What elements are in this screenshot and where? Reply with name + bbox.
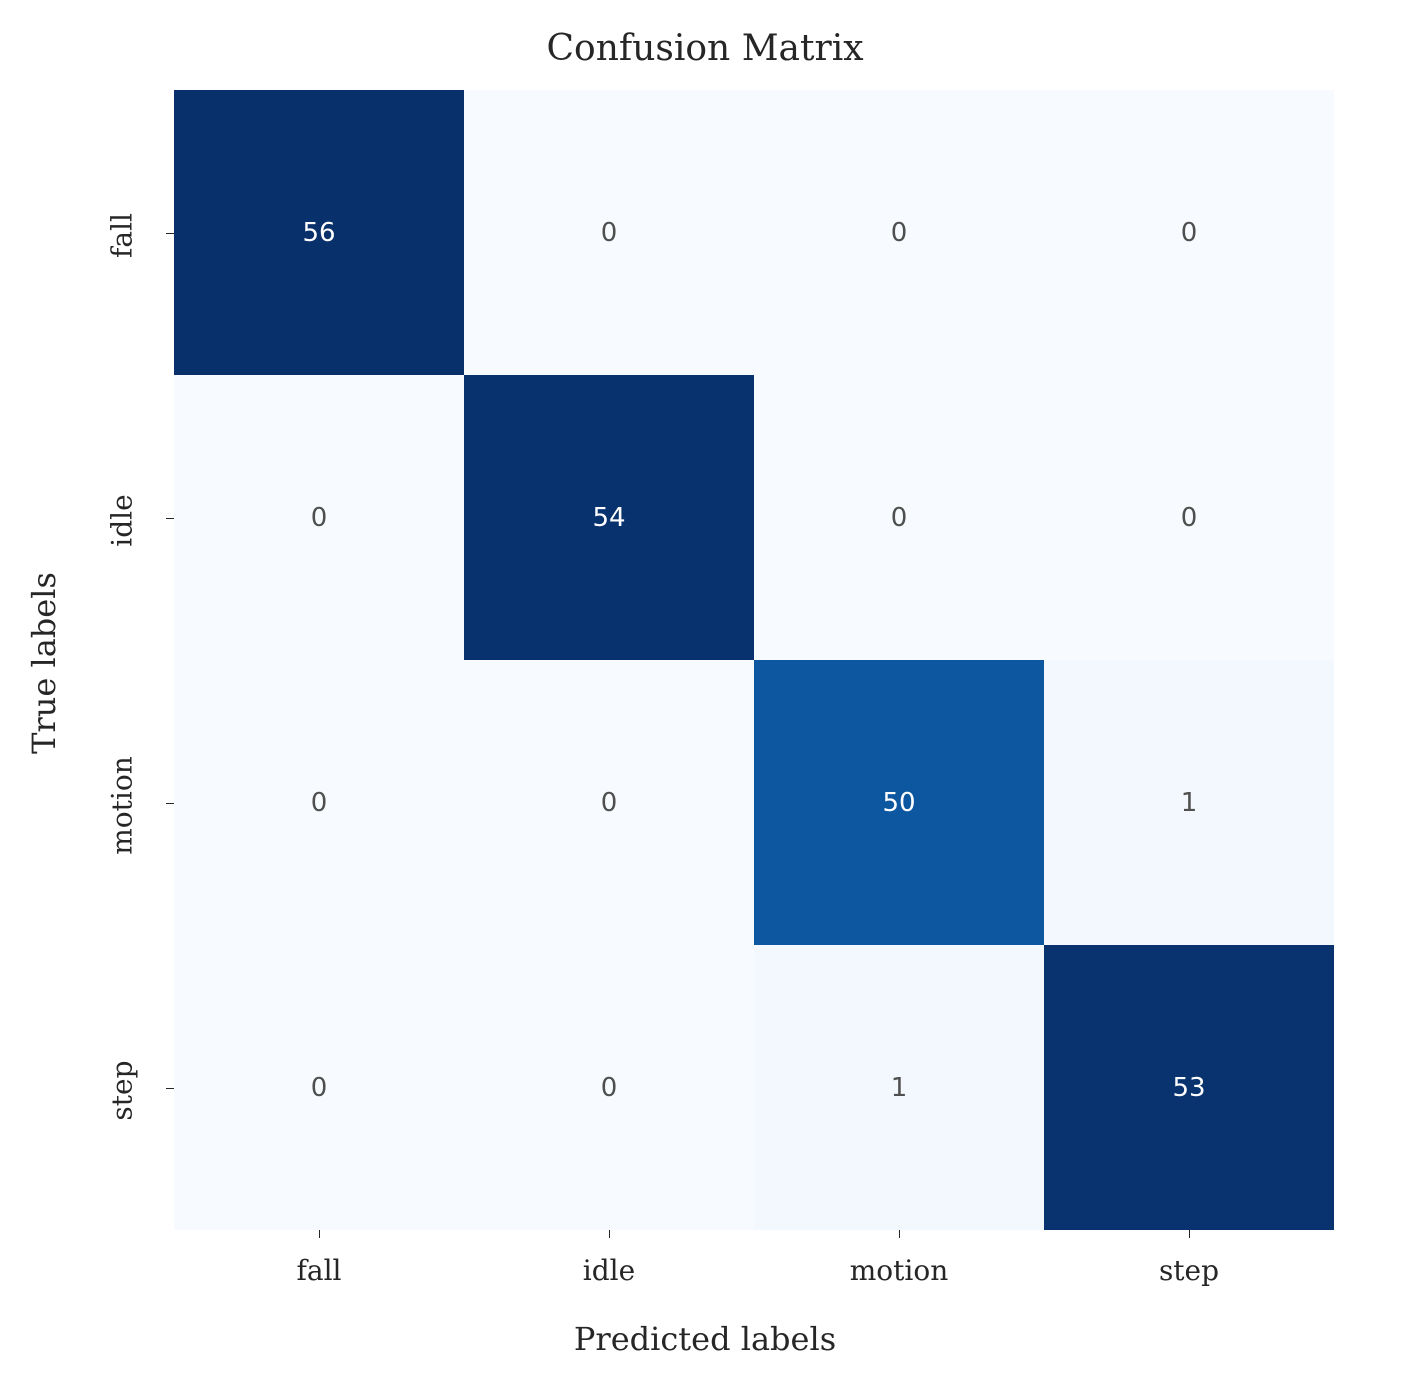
heatmap-cell: 0 bbox=[1044, 90, 1334, 375]
heatmap-cell: 0 bbox=[174, 375, 464, 660]
heatmap-cell: 0 bbox=[464, 660, 754, 945]
x-tick-mark bbox=[609, 1230, 610, 1238]
y-tick-mark bbox=[166, 803, 174, 804]
x-tick-label: idle bbox=[509, 1254, 709, 1287]
y-tick-mark bbox=[166, 518, 174, 519]
heatmap-cell: 0 bbox=[174, 660, 464, 945]
y-tick-label: step bbox=[106, 990, 139, 1190]
x-tick-label: motion bbox=[799, 1254, 999, 1287]
x-tick-label: fall bbox=[219, 1254, 419, 1287]
x-tick-label: step bbox=[1089, 1254, 1289, 1287]
x-tick-mark bbox=[319, 1230, 320, 1238]
x-tick-mark bbox=[899, 1230, 900, 1238]
heatmap-cell: 0 bbox=[464, 90, 754, 375]
y-axis-label: True labels bbox=[25, 413, 63, 913]
heatmap-cell: 1 bbox=[1044, 660, 1334, 945]
chart-title: Confusion Matrix bbox=[0, 28, 1410, 69]
y-tick-mark bbox=[166, 1088, 174, 1089]
confusion-matrix-figure: Confusion Matrix True labels 56000054000… bbox=[0, 0, 1410, 1391]
y-tick-mark bbox=[166, 233, 174, 234]
heatmap-cell: 0 bbox=[1044, 375, 1334, 660]
y-tick-label: fall bbox=[106, 135, 139, 335]
heatmap-cell: 53 bbox=[1044, 945, 1334, 1230]
heatmap-cell: 0 bbox=[754, 90, 1044, 375]
x-axis-label: Predicted labels bbox=[0, 1320, 1410, 1358]
heatmap-cell: 0 bbox=[754, 375, 1044, 660]
heatmap-cell: 0 bbox=[174, 945, 464, 1230]
heatmap-cell: 54 bbox=[464, 375, 754, 660]
y-tick-label: motion bbox=[106, 705, 139, 905]
x-tick-mark bbox=[1189, 1230, 1190, 1238]
heatmap-cell: 1 bbox=[754, 945, 1044, 1230]
heatmap-cell: 0 bbox=[464, 945, 754, 1230]
heatmap-matrix: 56000054000050100153 bbox=[174, 90, 1334, 1230]
heatmap-cell: 56 bbox=[174, 90, 464, 375]
y-tick-label: idle bbox=[106, 420, 139, 620]
heatmap-cell: 50 bbox=[754, 660, 1044, 945]
